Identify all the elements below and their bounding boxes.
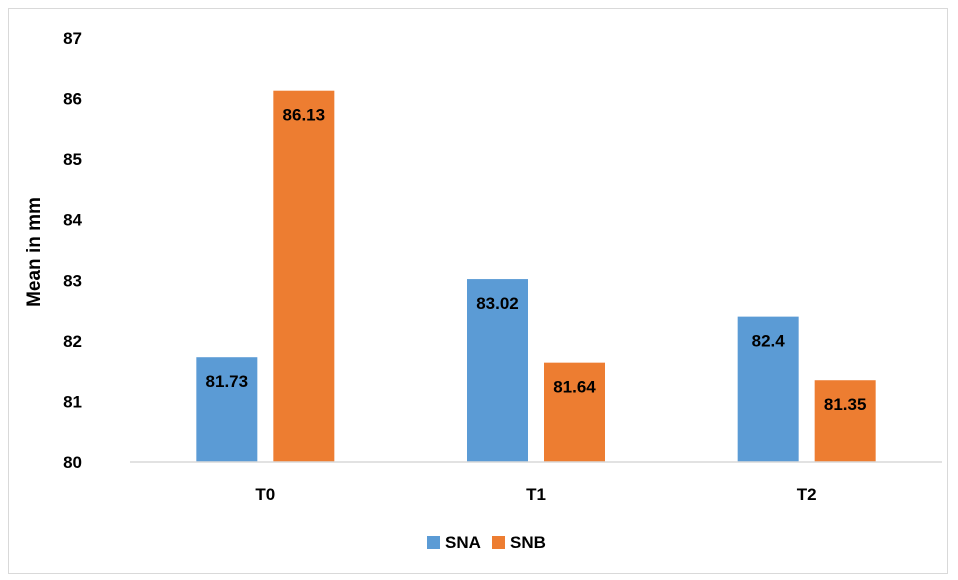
x-category-label: T1 xyxy=(526,485,546,504)
x-category-label: T0 xyxy=(255,485,275,504)
data-label-snb-t1: 81.64 xyxy=(553,378,596,397)
x-axis-category-labels: T0 T1 T2 xyxy=(255,485,816,504)
y-tick-label: 86 xyxy=(63,90,82,109)
y-tick-label: 85 xyxy=(63,150,82,169)
bar-snb-t2 xyxy=(814,380,876,462)
y-tick-label: 80 xyxy=(63,453,82,472)
data-label-snb-t0: 86.13 xyxy=(283,106,326,125)
y-tick-label: 81 xyxy=(63,392,82,411)
data-label-sna-t1: 83.02 xyxy=(476,294,519,313)
bar-sna-t2 xyxy=(737,316,799,462)
legend-label-sna: SNA xyxy=(445,533,481,552)
legend-label-snb: SNB xyxy=(510,533,546,552)
y-axis-ticks: 80 81 82 83 84 85 86 87 xyxy=(63,29,82,472)
bar-sna-t0 xyxy=(196,357,258,462)
legend-swatch-snb xyxy=(492,536,505,549)
legend-swatch-sna xyxy=(427,536,440,549)
y-tick-label: 84 xyxy=(63,211,82,230)
legend: SNA SNB xyxy=(427,533,546,552)
bar-snb-t1 xyxy=(544,362,605,462)
y-tick-label: 83 xyxy=(63,271,82,290)
bar-sna-t1 xyxy=(467,279,528,462)
bar-snb-t0 xyxy=(273,90,335,462)
data-label-sna-t0: 81.73 xyxy=(206,372,249,391)
y-tick-label: 82 xyxy=(63,332,82,351)
y-axis-title: Mean in mm xyxy=(24,197,45,307)
data-label-sna-t2: 82.4 xyxy=(752,332,786,351)
data-label-snb-t2: 81.35 xyxy=(824,395,867,414)
y-tick-label: 87 xyxy=(63,29,82,48)
bars xyxy=(196,90,876,462)
x-category-label: T2 xyxy=(797,485,817,504)
data-labels: 81.73 86.13 83.02 81.64 82.4 81.35 xyxy=(206,106,867,415)
